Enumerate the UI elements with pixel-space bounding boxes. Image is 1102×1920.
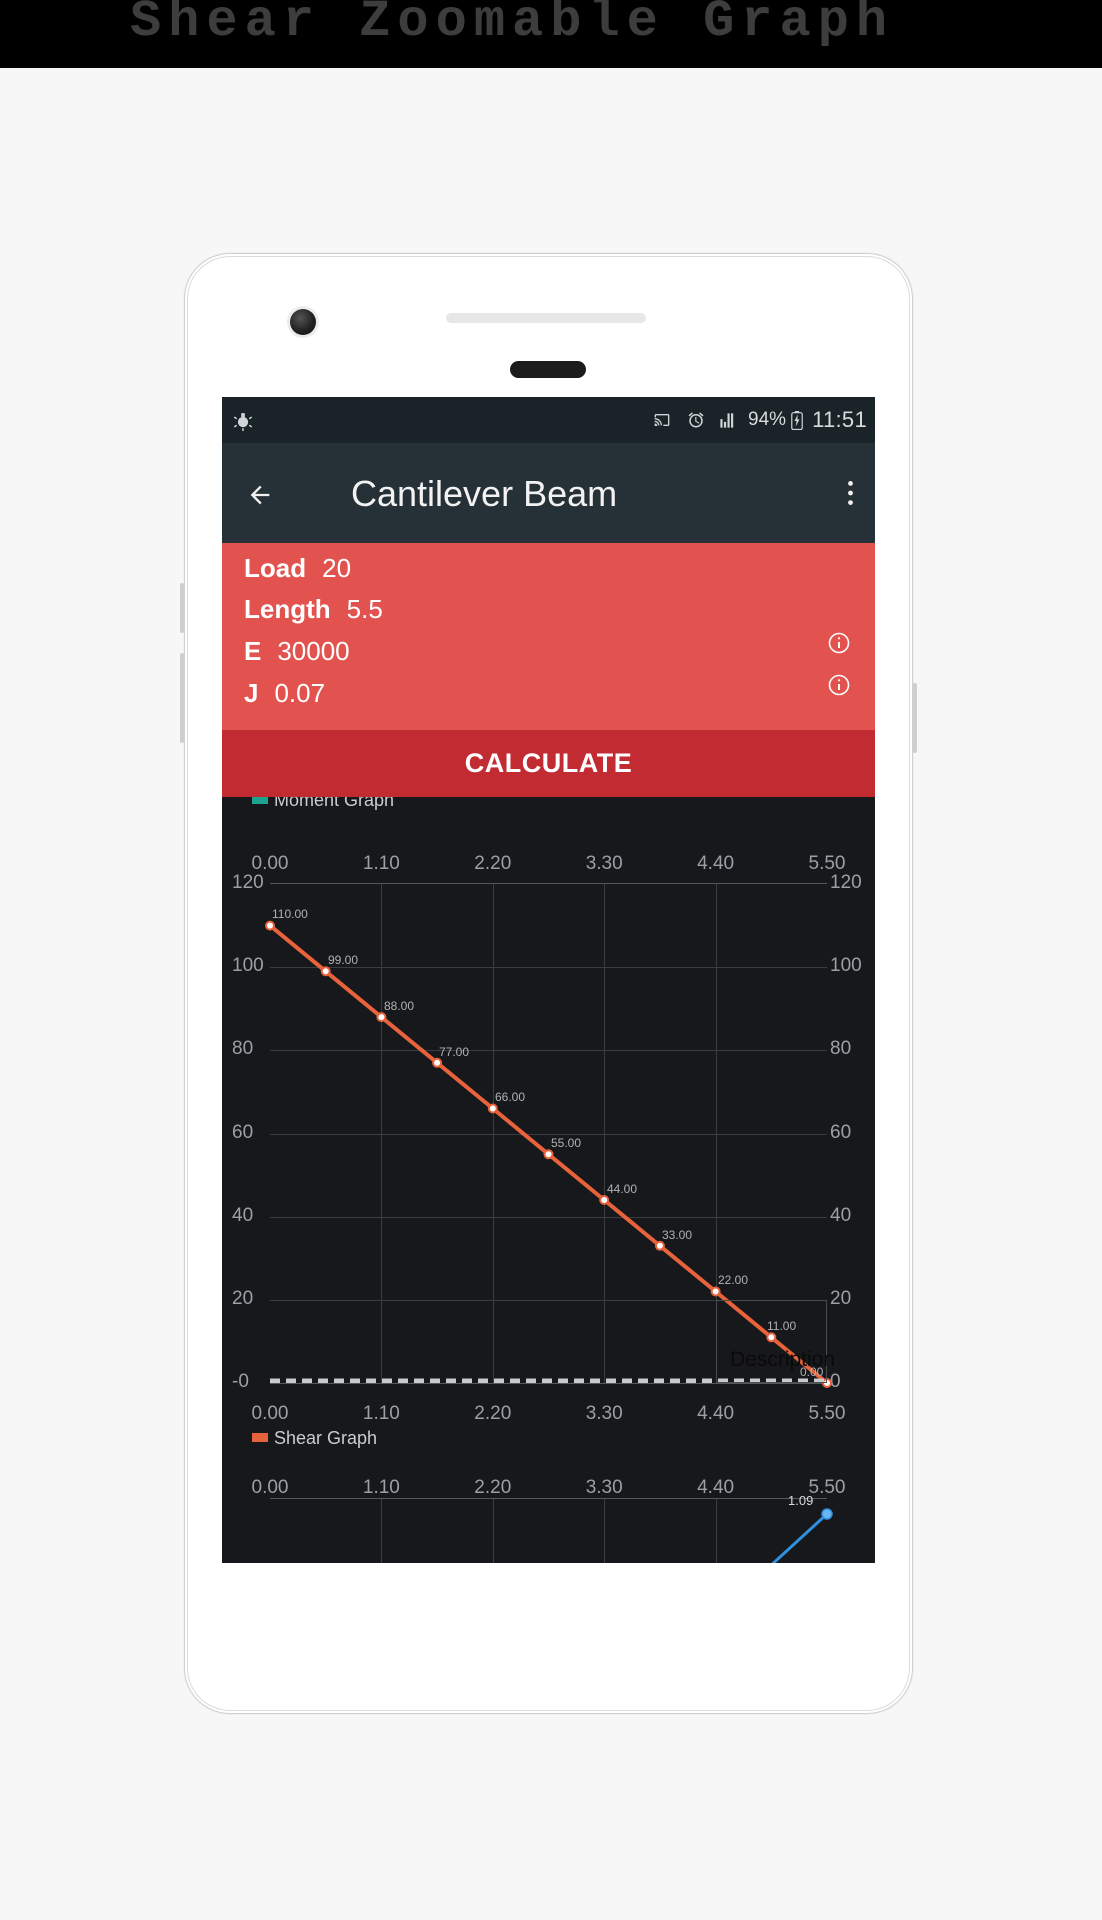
svg-text:1.09: 1.09 — [788, 1493, 813, 1508]
